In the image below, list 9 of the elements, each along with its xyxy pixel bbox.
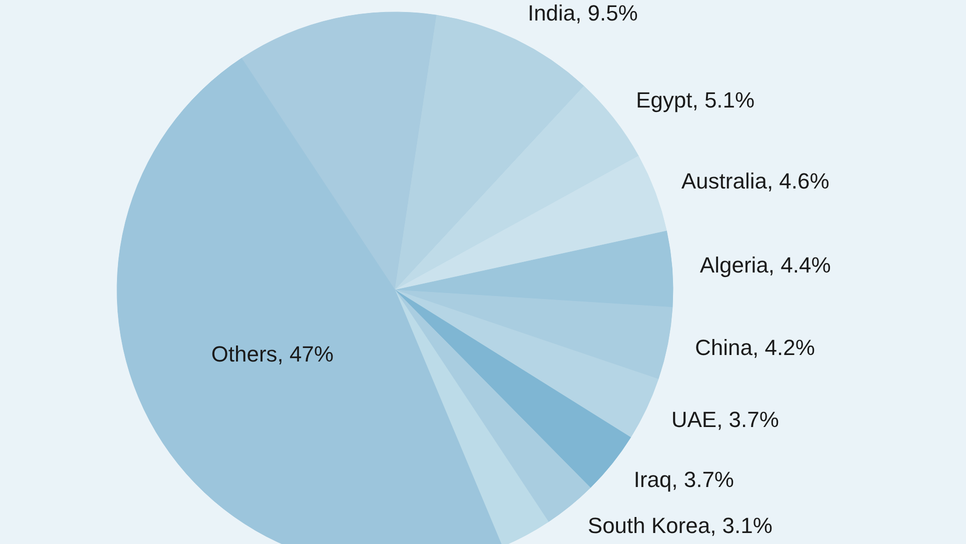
slice-label: Australia, 4.6%	[681, 168, 830, 194]
slice-label: Iraq, 3.7%	[634, 466, 734, 492]
slice-label: Egypt, 5.1%	[636, 88, 755, 113]
slice-label: South Korea, 3.1%	[588, 513, 772, 538]
slice-label: China, 4.2%	[695, 334, 815, 360]
slice-label: Algeria, 4.4%	[700, 252, 831, 278]
slice-label: India, 9.5%	[528, 0, 638, 26]
slice-label: Others, 47%	[211, 341, 334, 366]
slice-label: UAE, 3.7%	[671, 406, 779, 432]
